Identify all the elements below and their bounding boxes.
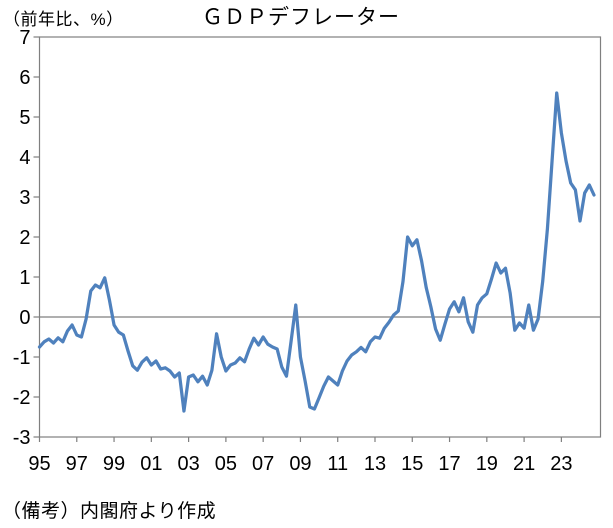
y-axis-label: 6: [19, 67, 30, 89]
x-axis-label: 11: [327, 453, 348, 475]
x-axis-label: 19: [476, 453, 498, 475]
source-note: （備考）内閣府より作成: [2, 501, 217, 522]
x-axis-label: 13: [364, 453, 386, 475]
y-axis-label: 2: [19, 227, 30, 249]
chart-title: ＧＤＰデフレーター: [202, 6, 400, 29]
x-axis-label: 23: [550, 453, 572, 475]
y-axis-label: -1: [13, 347, 31, 369]
gdp-deflator-series-line: [37, 91, 596, 413]
y-axis-unit-label: （前年比、%）: [3, 10, 124, 29]
y-axis-label: -2: [13, 387, 31, 409]
y-axis-label: 5: [19, 107, 30, 129]
y-axis-label: 3: [19, 187, 30, 209]
x-axis-label: 17: [438, 453, 460, 475]
x-axis-label: 95: [28, 453, 50, 475]
y-axis-label: 0: [19, 307, 30, 329]
y-axis-label: 1: [19, 267, 30, 289]
x-axis-label: 15: [401, 453, 423, 475]
x-axis-label: 07: [252, 453, 274, 475]
x-axis-label: 21: [513, 453, 535, 475]
x-axis-label: 05: [215, 453, 237, 475]
x-axis-label: 03: [177, 453, 199, 475]
x-axis-label: 01: [140, 453, 162, 475]
plot-border: [38, 36, 602, 438]
y-axis-label: 4: [19, 147, 30, 169]
y-axis-label: -3: [13, 427, 31, 449]
x-axis-label: 97: [66, 453, 88, 475]
x-axis-label: 09: [289, 453, 311, 475]
y-axis-label: 7: [19, 27, 30, 49]
x-axis-label: 99: [103, 453, 125, 475]
